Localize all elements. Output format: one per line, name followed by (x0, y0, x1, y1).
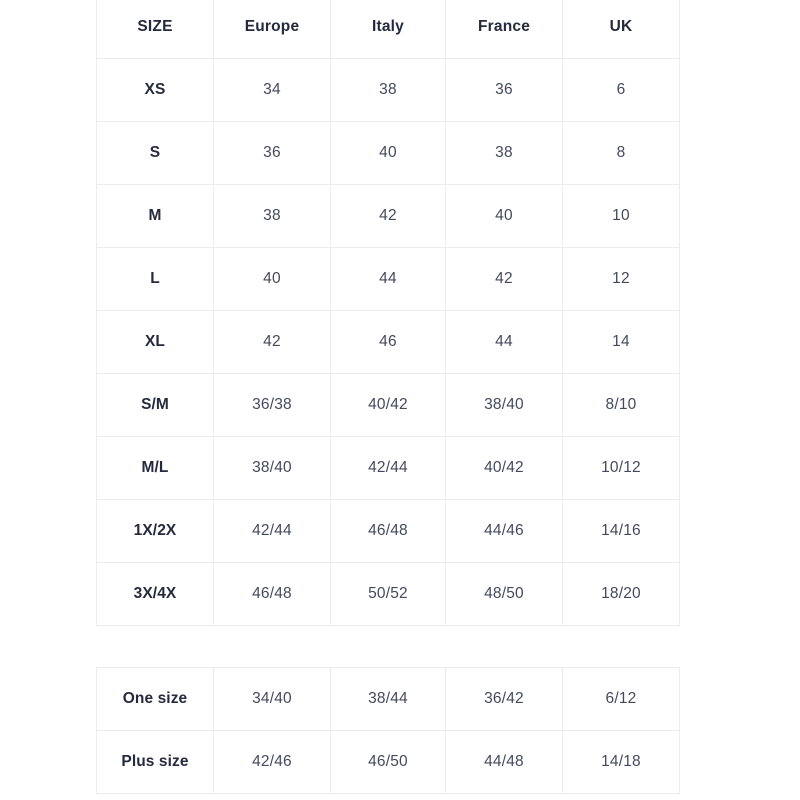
cell-italy: 38 (330, 58, 446, 122)
row-label: XL (96, 310, 214, 374)
cell-italy: 38/44 (330, 667, 446, 731)
table-row: 1X/2X 42/44 46/48 44/46 14/16 (96, 499, 680, 563)
cell-italy: 40 (330, 121, 446, 185)
cell-uk: 10 (562, 184, 680, 248)
cell-europe: 38 (213, 184, 331, 248)
cell-uk: 18/20 (562, 562, 680, 626)
column-header-france: France (445, 0, 563, 59)
cell-france: 40 (445, 184, 563, 248)
cell-uk: 6/12 (562, 667, 680, 731)
cell-europe: 38/40 (213, 436, 331, 500)
cell-italy: 50/52 (330, 562, 446, 626)
table-body: XS 34 38 36 6 S 36 40 38 8 M 38 42 40 10 (96, 58, 680, 626)
cell-italy: 46 (330, 310, 446, 374)
cell-france: 36 (445, 58, 563, 122)
row-label: S/M (96, 373, 214, 437)
cell-france: 40/42 (445, 436, 563, 500)
table-row: L 40 44 42 12 (96, 247, 680, 311)
cell-uk: 12 (562, 247, 680, 311)
column-header-italy: Italy (330, 0, 446, 59)
table-row: M 38 42 40 10 (96, 184, 680, 248)
cell-france: 38 (445, 121, 563, 185)
table-row: M/L 38/40 42/44 40/42 10/12 (96, 436, 680, 500)
cell-france: 42 (445, 247, 563, 311)
table-row: S/M 36/38 40/42 38/40 8/10 (96, 373, 680, 437)
cell-europe: 42/46 (213, 730, 331, 794)
cell-europe: 40 (213, 247, 331, 311)
row-label: 3X/4X (96, 562, 214, 626)
cell-italy: 46/48 (330, 499, 446, 563)
table-row: One size 34/40 38/44 36/42 6/12 (96, 667, 680, 731)
cell-france: 36/42 (445, 667, 563, 731)
row-label: M/L (96, 436, 214, 500)
cell-uk: 8/10 (562, 373, 680, 437)
cell-uk: 14/16 (562, 499, 680, 563)
cell-europe: 34 (213, 58, 331, 122)
row-label: 1X/2X (96, 499, 214, 563)
column-header-uk: UK (562, 0, 680, 59)
cell-italy: 42/44 (330, 436, 446, 500)
row-label: Plus size (96, 730, 214, 794)
cell-europe: 34/40 (213, 667, 331, 731)
row-label: S (96, 121, 214, 185)
special-size-table: One size 34/40 38/44 36/42 6/12 Plus siz… (96, 667, 680, 794)
table-row: XL 42 46 44 14 (96, 310, 680, 374)
cell-italy: 44 (330, 247, 446, 311)
row-label: XS (96, 58, 214, 122)
row-label: One size (96, 667, 214, 731)
cell-italy: 40/42 (330, 373, 446, 437)
cell-uk: 6 (562, 58, 680, 122)
column-header-europe: Europe (213, 0, 331, 59)
table-row: S 36 40 38 8 (96, 121, 680, 185)
row-label: M (96, 184, 214, 248)
cell-uk: 10/12 (562, 436, 680, 500)
size-conversion-table: SIZE Europe Italy France UK XS 34 38 36 … (96, 0, 680, 626)
cell-europe: 42/44 (213, 499, 331, 563)
cell-france: 38/40 (445, 373, 563, 437)
cell-uk: 14/18 (562, 730, 680, 794)
cell-uk: 14 (562, 310, 680, 374)
cell-italy: 46/50 (330, 730, 446, 794)
cell-europe: 42 (213, 310, 331, 374)
row-label: L (96, 247, 214, 311)
table-row: XS 34 38 36 6 (96, 58, 680, 122)
cell-uk: 8 (562, 121, 680, 185)
cell-france: 44/46 (445, 499, 563, 563)
column-header-size: SIZE (96, 0, 214, 59)
cell-europe: 36/38 (213, 373, 331, 437)
table-header-row: SIZE Europe Italy France UK (96, 0, 680, 59)
special-table-body: One size 34/40 38/44 36/42 6/12 Plus siz… (96, 667, 680, 794)
cell-europe: 46/48 (213, 562, 331, 626)
cell-france: 44/48 (445, 730, 563, 794)
cell-italy: 42 (330, 184, 446, 248)
cell-france: 48/50 (445, 562, 563, 626)
table-row: 3X/4X 46/48 50/52 48/50 18/20 (96, 562, 680, 626)
table-header: SIZE Europe Italy France UK (96, 0, 680, 59)
cell-france: 44 (445, 310, 563, 374)
cell-europe: 36 (213, 121, 331, 185)
table-row: Plus size 42/46 46/50 44/48 14/18 (96, 730, 680, 794)
